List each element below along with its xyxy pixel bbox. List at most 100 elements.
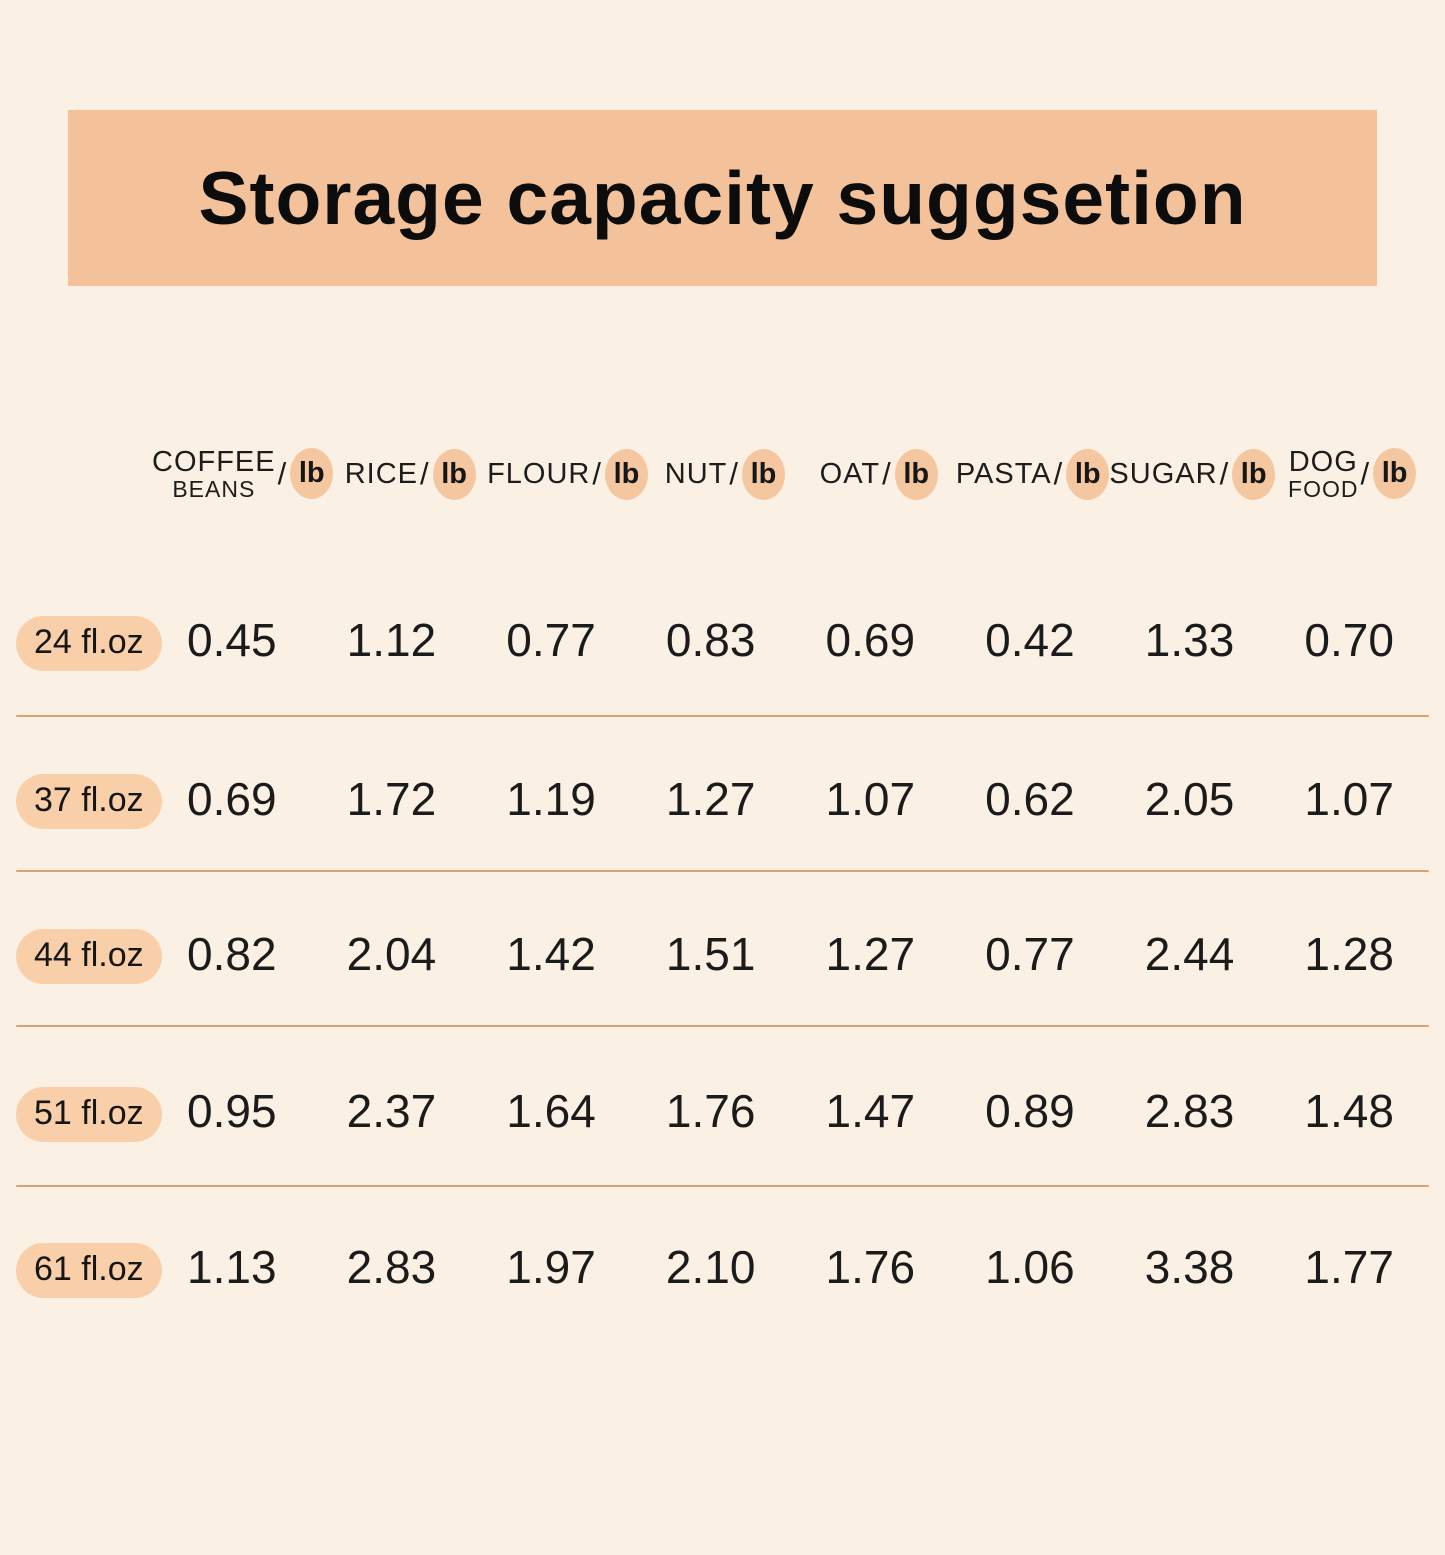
column-name: OAT (819, 457, 881, 490)
value-cell: 0.77 (985, 927, 1075, 980)
value-cell: 0.77 (506, 614, 596, 666)
unit-lb-badge: lb (1066, 448, 1110, 500)
value-cell: 1.42 (506, 927, 596, 980)
slash-separator: / (277, 455, 287, 491)
column-name-line1: OAT (819, 457, 881, 490)
row-label-cell: 24 fl.oz (16, 610, 162, 671)
slash-separator: / (1219, 456, 1229, 491)
column-name-line1: RICE (344, 457, 418, 490)
value-cell: 1.19 (506, 772, 596, 825)
column-name-line1: PASTA (955, 457, 1052, 490)
value-cell: 0.69 (825, 614, 916, 666)
value-cell: 0.62 (985, 772, 1075, 825)
column-name-line1: DOG (1288, 445, 1358, 478)
value-cell: 1.27 (825, 927, 916, 980)
row-divider (16, 715, 1429, 717)
column-name-line1: NUT (664, 457, 728, 490)
value-cell: 1.48 (1304, 1085, 1394, 1137)
unit-lb-badge: lb (432, 448, 476, 500)
slash-separator: / (729, 456, 738, 491)
column-name: DOG FOOD (1288, 445, 1359, 503)
column-name-line2: BEANS (172, 476, 256, 503)
value-cell: 1.64 (506, 1085, 596, 1137)
unit-lb-badge: lb (1232, 448, 1276, 500)
row-label-cell: 37 fl.oz (16, 768, 162, 829)
row-divider (16, 1185, 1429, 1187)
value-cell: 2.83 (1144, 1085, 1235, 1137)
value-cell: 1.28 (1304, 927, 1394, 980)
row-divider (16, 1025, 1429, 1027)
column-header-coffee-beans: COFFEE BEANS / lb (152, 445, 334, 503)
value-cell: 1.33 (1144, 614, 1235, 666)
slash-separator: / (419, 456, 429, 491)
column-name: FLOUR (487, 457, 591, 490)
value-cell: 2.10 (665, 1241, 756, 1293)
column-name: SUGAR (1109, 458, 1217, 489)
title-banner: Storage capacity suggsetion (68, 110, 1377, 286)
column-name: RICE (344, 457, 418, 490)
table-row-24floz: 24 fl.oz 0.45 1.12 0.77 0.83 0.69 0.42 1… (16, 517, 1429, 715)
unit-lb-badge: lb (742, 448, 785, 500)
table-row-44floz: 44 fl.oz 0.82 2.04 1.42 1.51 1.27 0.77 2… (16, 872, 1429, 1025)
size-label-pill: 44 fl.oz (16, 929, 162, 984)
value-cell: 1.47 (825, 1085, 916, 1137)
capacity-table: COFFEE BEANS / lb RICE / lb FLOUR / lb (0, 431, 1445, 1337)
value-cell: 0.69 (187, 772, 277, 825)
value-cell: 0.83 (665, 614, 756, 666)
value-cell: 2.37 (346, 1085, 437, 1137)
column-header-flour: FLOUR / lb (487, 448, 648, 500)
column-header-oat: OAT / lb (802, 448, 956, 500)
unit-lb-badge: lb (604, 448, 648, 500)
value-cell: 1.76 (665, 1085, 756, 1137)
page-title: Storage capacity suggsetion (198, 156, 1247, 240)
value-cell: 1.76 (825, 1241, 916, 1293)
column-header-pasta: PASTA / lb (955, 448, 1110, 500)
value-cell: 1.06 (985, 1241, 1075, 1293)
value-cell: 0.89 (985, 1085, 1075, 1137)
value-cell: 1.51 (665, 927, 756, 980)
row-label-cell: 61 fl.oz (16, 1237, 162, 1298)
value-cell: 3.38 (1144, 1241, 1235, 1293)
value-cell: 2.04 (346, 927, 437, 980)
size-label-pill: 51 fl.oz (16, 1086, 162, 1142)
value-cell: 1.97 (506, 1241, 596, 1293)
value-cell: 1.72 (346, 772, 437, 825)
column-name-line1: FLOUR (487, 457, 591, 490)
column-header-sugar: SUGAR / lb (1109, 448, 1276, 500)
column-name-line1: COFFEE (152, 445, 276, 478)
value-cell: 1.77 (1304, 1241, 1394, 1293)
value-cell: 1.27 (665, 772, 756, 825)
value-cell: 0.82 (187, 927, 277, 980)
column-name: PASTA (955, 457, 1052, 490)
size-label-pill: 37 fl.oz (16, 774, 162, 829)
value-cell: 2.44 (1144, 927, 1235, 980)
column-header-dog-food: DOG FOOD / lb (1275, 445, 1429, 503)
value-cell: 1.07 (825, 772, 916, 825)
unit-lb-badge: lb (894, 448, 938, 500)
value-cell: 1.07 (1304, 772, 1394, 825)
value-cell: 0.70 (1304, 614, 1394, 666)
column-name: COFFEE BEANS (152, 445, 276, 503)
table-header-row: COFFEE BEANS / lb RICE / lb FLOUR / lb (16, 431, 1429, 517)
unit-lb-badge: lb (290, 448, 334, 500)
value-cell: 0.42 (985, 614, 1075, 666)
row-label-cell: 51 fl.oz (16, 1081, 162, 1142)
size-label-pill: 61 fl.oz (16, 1242, 162, 1298)
size-label-pill: 24 fl.oz (16, 615, 162, 671)
column-name: NUT (664, 457, 728, 490)
slash-separator: / (882, 456, 891, 491)
table-row-51floz: 51 fl.oz 0.95 2.37 1.64 1.76 1.47 0.89 2… (16, 1027, 1429, 1185)
slash-separator: / (1053, 456, 1063, 491)
slash-separator: / (592, 456, 601, 491)
value-cell: 1.12 (346, 614, 437, 666)
value-cell: 0.45 (187, 614, 277, 666)
table-row-37floz: 37 fl.oz 0.69 1.72 1.19 1.27 1.07 0.62 2… (16, 717, 1429, 870)
value-cell: 0.95 (187, 1085, 277, 1137)
value-cell: 1.13 (187, 1241, 277, 1293)
unit-lb-badge: lb (1373, 448, 1417, 500)
value-cell: 2.83 (346, 1241, 437, 1293)
column-name-line2: FOOD (1288, 476, 1359, 503)
slash-separator: / (1360, 455, 1370, 491)
column-header-nut: NUT / lb (648, 448, 802, 500)
row-label-cell: 44 fl.oz (16, 923, 162, 984)
